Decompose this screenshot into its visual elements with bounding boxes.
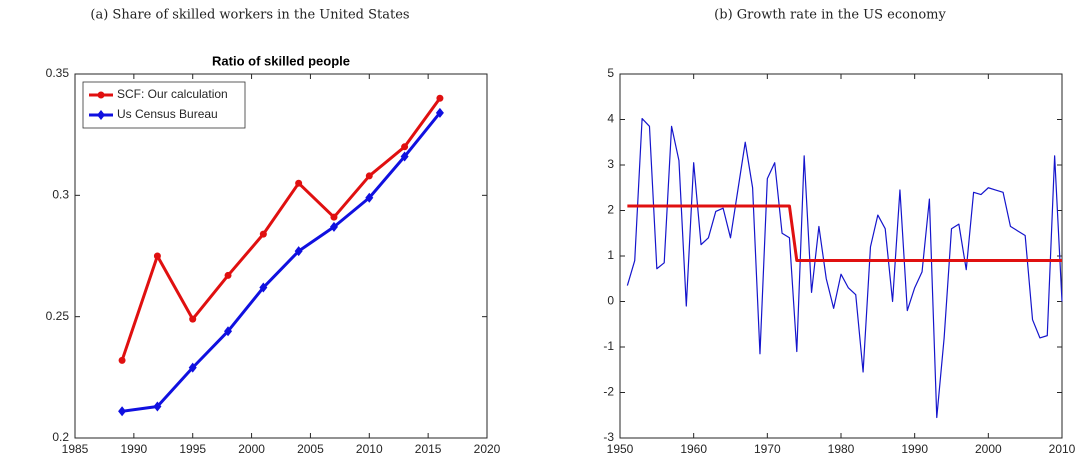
- x-tick-label: 2010: [1049, 442, 1076, 456]
- chart-title: Ratio of skilled people: [212, 53, 350, 68]
- y-tick-label: 0: [607, 294, 614, 308]
- x-tick-label: 2010: [356, 442, 383, 456]
- marker: [259, 282, 268, 293]
- x-tick-label: 1960: [680, 442, 707, 456]
- series-line: [627, 204, 1062, 263]
- x-tick-label: 1985: [62, 442, 89, 456]
- x-tick-label: 2015: [415, 442, 442, 456]
- x-tick-label: 2020: [474, 442, 501, 456]
- y-tick-label: -3: [603, 430, 614, 444]
- series-line: [121, 111, 442, 413]
- marker: [400, 151, 409, 162]
- marker: [365, 192, 374, 203]
- y-tick-label: 0.35: [46, 66, 70, 80]
- series-line: [120, 97, 442, 361]
- marker: [153, 401, 162, 412]
- y-tick-label: -1: [603, 339, 614, 353]
- y-tick-label: 1: [607, 248, 614, 262]
- marker: [118, 356, 126, 364]
- x-tick-label: 2000: [975, 442, 1002, 456]
- x-tick-label: 1950: [607, 442, 634, 456]
- y-tick-label: 4: [607, 112, 614, 126]
- caption: (b) Growth rate in the US economy: [714, 8, 946, 23]
- marker: [365, 172, 373, 180]
- x-tick-label: 1990: [901, 442, 928, 456]
- marker: [294, 246, 303, 257]
- marker: [401, 143, 409, 151]
- marker: [188, 362, 197, 373]
- marker: [224, 271, 232, 279]
- x-tick-label: 1990: [121, 442, 148, 456]
- y-tick-label: 2: [607, 203, 614, 217]
- x-tick-label: 2005: [297, 442, 324, 456]
- y-tick-label: -2: [603, 385, 614, 399]
- marker: [118, 406, 127, 417]
- legend-box: [82, 81, 246, 129]
- caption: (a) Share of skilled workers in the Unit…: [90, 8, 409, 23]
- x-tick-label: 1970: [754, 442, 781, 456]
- y-tick-label: 5: [607, 66, 614, 80]
- y-tick-label: 3: [607, 157, 614, 171]
- x-tick-label: 1980: [828, 442, 855, 456]
- marker: [224, 326, 233, 337]
- marker: [189, 315, 197, 323]
- marker: [330, 213, 338, 221]
- plot-area: [74, 73, 488, 439]
- marker: [436, 94, 444, 102]
- marker: [259, 230, 267, 238]
- marker: [435, 107, 444, 118]
- marker: [97, 91, 105, 99]
- marker: [153, 252, 161, 260]
- series-line: [626, 117, 1063, 419]
- marker: [295, 179, 303, 187]
- legend-label: Us Census Bureau: [117, 107, 218, 121]
- x-tick-label: 1995: [179, 442, 206, 456]
- x-tick-label: 2000: [238, 442, 265, 456]
- legend-label: SCF: Our calculation: [117, 87, 228, 101]
- marker: [329, 221, 338, 232]
- y-tick-label: 0.3: [52, 188, 69, 202]
- marker: [97, 110, 105, 120]
- plot-area: [619, 73, 1063, 439]
- y-tick-label: 0.25: [46, 309, 70, 323]
- y-tick-label: 0.2: [52, 430, 69, 444]
